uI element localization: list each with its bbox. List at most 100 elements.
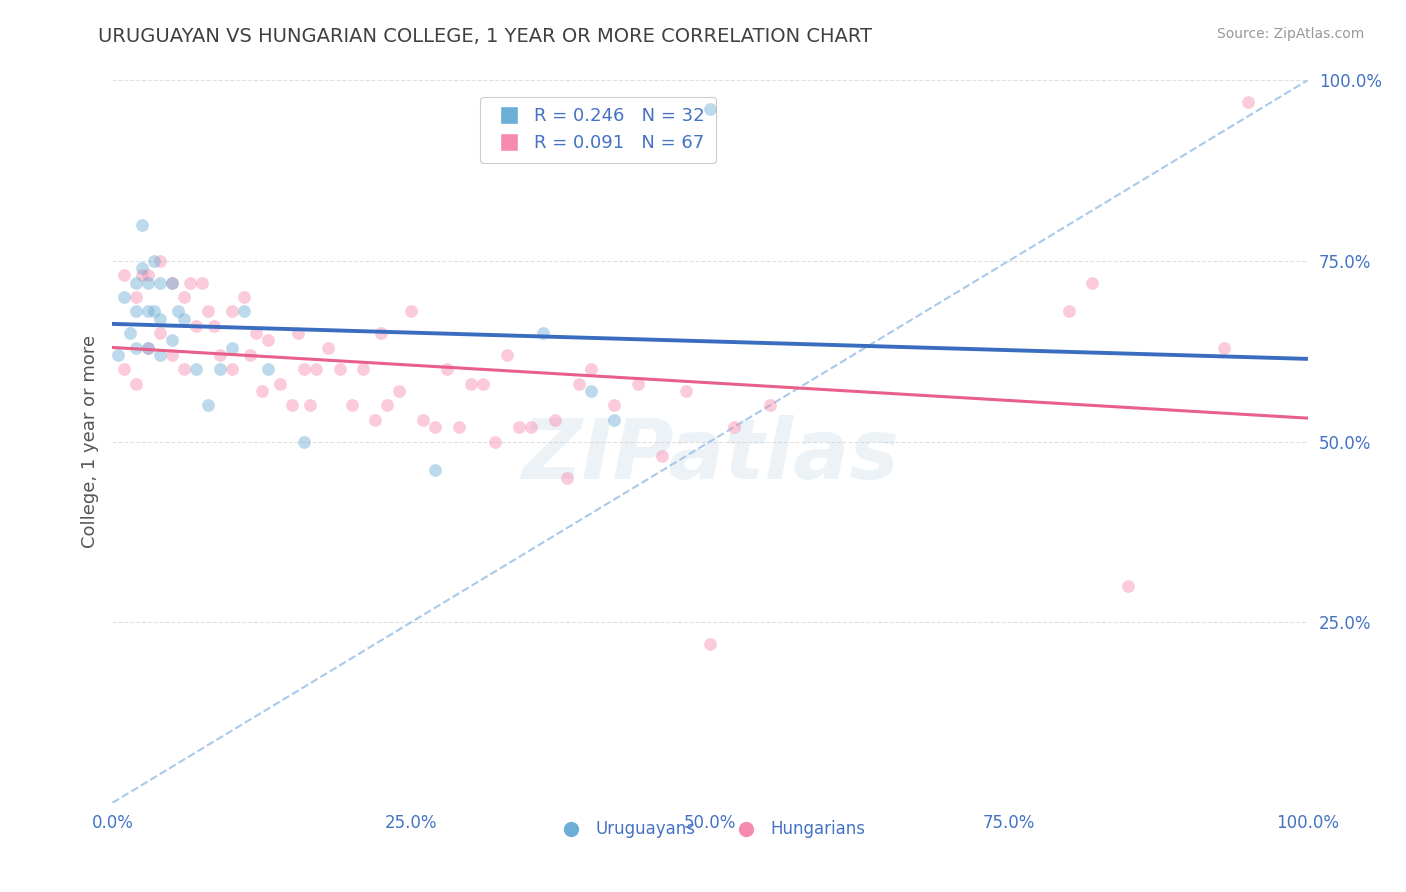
Point bbox=[143, 304, 166, 318]
Point bbox=[352, 362, 374, 376]
Point bbox=[131, 261, 153, 276]
Point bbox=[675, 384, 697, 398]
Point bbox=[167, 304, 190, 318]
Point bbox=[292, 362, 315, 376]
Point bbox=[173, 290, 195, 304]
Y-axis label: College, 1 year or more: College, 1 year or more bbox=[80, 335, 98, 548]
Point bbox=[107, 348, 129, 362]
Point bbox=[543, 413, 565, 427]
Point bbox=[305, 362, 328, 376]
Point bbox=[221, 341, 243, 355]
Legend: Uruguayans, Hungarians: Uruguayans, Hungarians bbox=[547, 814, 873, 845]
Point bbox=[496, 348, 519, 362]
Point bbox=[120, 326, 142, 340]
Point bbox=[245, 326, 267, 340]
Point bbox=[329, 362, 352, 376]
Point bbox=[579, 362, 602, 376]
Point bbox=[699, 102, 721, 116]
Point bbox=[186, 362, 208, 376]
Point bbox=[221, 362, 243, 376]
Point bbox=[257, 362, 280, 376]
Point bbox=[162, 348, 183, 362]
Point bbox=[377, 398, 399, 412]
Point bbox=[186, 318, 208, 333]
Point bbox=[1118, 579, 1140, 593]
Point bbox=[131, 268, 153, 283]
Point bbox=[287, 326, 309, 340]
Point bbox=[179, 276, 201, 290]
Point bbox=[138, 268, 160, 283]
Point bbox=[555, 470, 578, 484]
Point bbox=[531, 326, 554, 340]
Point bbox=[370, 326, 392, 340]
Point bbox=[149, 348, 172, 362]
Point bbox=[125, 376, 148, 391]
Point bbox=[233, 304, 256, 318]
Point bbox=[425, 420, 447, 434]
Point bbox=[651, 449, 673, 463]
Point bbox=[627, 376, 650, 391]
Point bbox=[603, 398, 626, 412]
Point bbox=[520, 420, 543, 434]
Point bbox=[114, 268, 135, 283]
Point bbox=[173, 311, 195, 326]
Point bbox=[723, 420, 745, 434]
Point bbox=[114, 362, 135, 376]
Point bbox=[484, 434, 506, 449]
Point bbox=[138, 276, 160, 290]
Point bbox=[568, 376, 591, 391]
Point bbox=[472, 376, 495, 391]
Point bbox=[257, 334, 280, 348]
Point bbox=[162, 276, 183, 290]
Point bbox=[412, 413, 434, 427]
Point bbox=[436, 362, 458, 376]
Point bbox=[173, 362, 195, 376]
Point bbox=[114, 290, 135, 304]
Point bbox=[292, 434, 315, 449]
Point bbox=[125, 276, 148, 290]
Point bbox=[131, 218, 153, 232]
Text: Source: ZipAtlas.com: Source: ZipAtlas.com bbox=[1216, 27, 1364, 41]
Point bbox=[388, 384, 411, 398]
Point bbox=[149, 253, 172, 268]
Point bbox=[239, 348, 262, 362]
Point bbox=[202, 318, 225, 333]
Point bbox=[149, 326, 172, 340]
Point bbox=[508, 420, 530, 434]
Point bbox=[699, 637, 721, 651]
Point bbox=[340, 398, 363, 412]
Point bbox=[197, 304, 219, 318]
Point bbox=[125, 341, 148, 355]
Point bbox=[197, 398, 219, 412]
Point bbox=[138, 341, 160, 355]
Point bbox=[209, 362, 232, 376]
Point bbox=[209, 348, 232, 362]
Point bbox=[603, 413, 626, 427]
Point bbox=[364, 413, 387, 427]
Point bbox=[281, 398, 304, 412]
Text: URUGUAYAN VS HUNGARIAN COLLEGE, 1 YEAR OR MORE CORRELATION CHART: URUGUAYAN VS HUNGARIAN COLLEGE, 1 YEAR O… bbox=[98, 27, 872, 45]
Point bbox=[143, 253, 166, 268]
Point bbox=[125, 290, 148, 304]
Point bbox=[425, 463, 447, 477]
Point bbox=[759, 398, 782, 412]
Point bbox=[447, 420, 470, 434]
Point bbox=[162, 276, 183, 290]
Point bbox=[221, 304, 243, 318]
Point bbox=[1057, 304, 1080, 318]
Point bbox=[149, 276, 172, 290]
Point bbox=[1213, 341, 1236, 355]
Point bbox=[149, 311, 172, 326]
Point bbox=[1081, 276, 1104, 290]
Point bbox=[579, 384, 602, 398]
Text: ZIPatlas: ZIPatlas bbox=[522, 416, 898, 497]
Point bbox=[233, 290, 256, 304]
Point bbox=[191, 276, 214, 290]
Point bbox=[316, 341, 339, 355]
Point bbox=[269, 376, 291, 391]
Point bbox=[460, 376, 482, 391]
Point bbox=[1237, 95, 1260, 109]
Point bbox=[298, 398, 321, 412]
Point bbox=[162, 334, 183, 348]
Point bbox=[138, 341, 160, 355]
